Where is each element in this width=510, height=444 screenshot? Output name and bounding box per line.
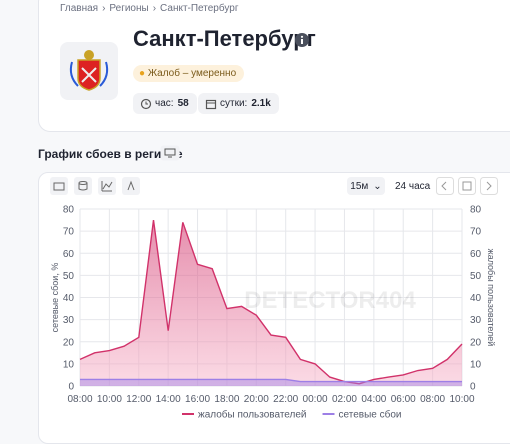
- page: Главная › Регионы › Санкт-Петербург Санкт-Пе…: [38, 0, 510, 444]
- y-tick-label: 0: [68, 382, 74, 393]
- x-tick-label: 00:00: [303, 394, 328, 405]
- y-tick-label: 80: [63, 205, 75, 216]
- y2-tick-label: 80: [470, 205, 482, 216]
- tool-button[interactable]: [122, 177, 140, 195]
- x-tick-label: 18:00: [214, 394, 239, 405]
- y2-tick-label: 70: [470, 227, 482, 238]
- status-badge: ● Жалоб – умеренно: [133, 65, 245, 82]
- y-tick-label: 40: [63, 293, 75, 304]
- next-button[interactable]: [480, 177, 498, 195]
- region-logo: [60, 42, 118, 100]
- x-tick-label: 12:00: [126, 394, 151, 405]
- series-line: [79, 220, 463, 385]
- x-tick-label: 10:00: [449, 394, 474, 405]
- calendar-icon: [205, 99, 217, 110]
- y2-tick-label: 20: [470, 337, 482, 348]
- y2-tick-label: 50: [470, 271, 482, 282]
- y2-tick-label: 30: [470, 315, 482, 326]
- x-tick-label: 16:00: [185, 394, 210, 405]
- x-tick-label: 22:00: [273, 394, 298, 405]
- x-tick-label: 08:00: [67, 394, 92, 405]
- interval-select[interactable]: 15м ⌄: [347, 177, 385, 195]
- y2-tick-label: 0: [470, 382, 476, 393]
- series-line: [80, 378, 462, 383]
- series-area: [80, 220, 462, 386]
- watermark: DETECTOR404: [244, 287, 416, 314]
- coat-of-arms: [69, 50, 109, 91]
- nav-buttons: [436, 177, 498, 195]
- tool-button[interactable]: [50, 177, 68, 195]
- y-tick-label: 70: [63, 227, 75, 238]
- section-title: График сбоев в регионе: [38, 147, 183, 161]
- x-tick-label: 14:00: [156, 394, 181, 405]
- breadcrumb-link[interactable]: Главная: [60, 3, 99, 14]
- x-tick-label: 02:00: [332, 394, 357, 405]
- y2-tick-label: 10: [470, 359, 482, 370]
- monitor-button[interactable]: [160, 145, 180, 161]
- x-tick-label: 20:00: [244, 394, 269, 405]
- chart-tools: [50, 177, 140, 195]
- breadcrumb-current: Санкт-Петербург: [160, 3, 239, 14]
- y-tick-label: 50: [63, 271, 75, 282]
- tool-button[interactable]: [98, 177, 116, 195]
- calendar-button[interactable]: [458, 177, 476, 195]
- stat-value: 58: [177, 98, 189, 109]
- x-tick-label: 04:00: [361, 394, 386, 405]
- prev-button[interactable]: [436, 177, 454, 195]
- y-tick-label: 60: [63, 249, 75, 260]
- stat-day: сутки: 2.1k: [198, 93, 279, 114]
- stat-label: сутки:: [220, 98, 248, 109]
- info-icon[interactable]: [294, 32, 310, 48]
- y-tick-label: 10: [63, 359, 75, 370]
- y-tick-label: 30: [63, 315, 75, 326]
- stat-label: час:: [155, 98, 174, 109]
- y2-tick-label: 60: [470, 249, 482, 260]
- x-tick-label: 10:00: [97, 394, 122, 405]
- series-area: [80, 379, 462, 386]
- y2-tick-label: 40: [470, 293, 482, 304]
- legend-label: сетевые сбои: [339, 409, 402, 421]
- x-tick-label: 08:00: [420, 394, 445, 405]
- breadcrumb: Главная › Регионы › Санкт-Петербург: [60, 3, 239, 14]
- region-title: Санкт-Петербург: [133, 26, 316, 51]
- breadcrumb-link[interactable]: Регионы: [109, 3, 149, 14]
- tool-button[interactable]: [74, 177, 92, 195]
- chart: 0 10 20 30 40 50 60 70 80 0 10 20 30 40 50 60 70 80 08:00 1…: [50, 205, 496, 421]
- clock-icon: [140, 98, 152, 110]
- interval-value: 15м: [350, 180, 369, 192]
- chart-panel: [38, 172, 510, 444]
- y-tick-label: 20: [63, 337, 75, 348]
- y-axis-label: сетевые сбои, %: [50, 263, 60, 333]
- y2-axis-label: жалобы пользователей: [486, 249, 496, 347]
- period-select[interactable]: 24 часа: [395, 177, 430, 195]
- stat-hour: час: 58: [133, 93, 197, 114]
- stat-value: 2.1k: [251, 98, 271, 109]
- x-tick-label: 06:00: [391, 394, 416, 405]
- status-text: Жалоб – умеренно: [147, 68, 237, 79]
- period-value: 24 часа: [395, 180, 431, 192]
- legend-label: жалобы пользователей: [198, 409, 307, 421]
